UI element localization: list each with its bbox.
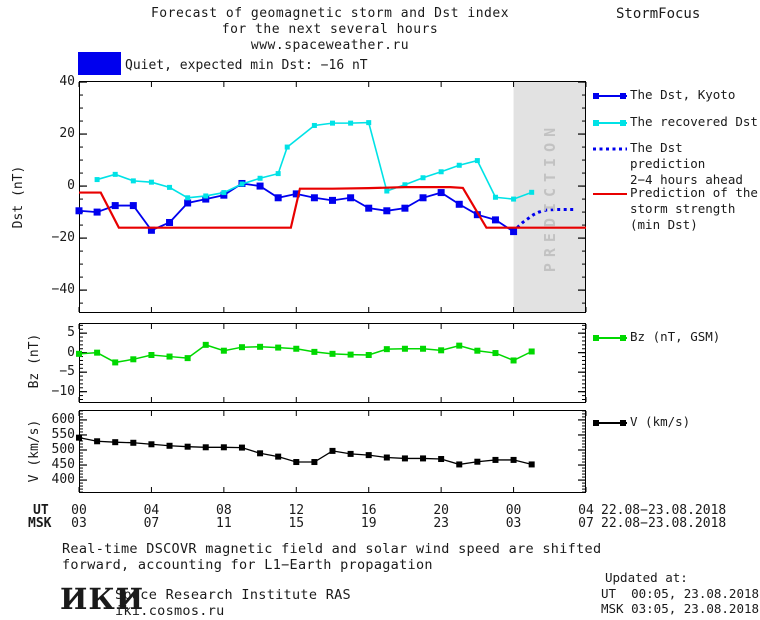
x-tick-label-ut: 00 (505, 503, 522, 518)
dst-prediction-dotted-icon (592, 143, 628, 159)
page-subtitle: for the next several hours (221, 22, 439, 37)
y-tick-label: 0 (67, 344, 75, 360)
legend-label-storm-3: (min Dst) (630, 217, 698, 232)
institute-name: Space Research Institute RAS (115, 587, 351, 603)
y-tick-label: 450 (51, 457, 75, 473)
recovered-dst-line-icon (592, 117, 628, 133)
v-line-icon (592, 417, 628, 433)
site-url: www.spaceweather.ru (250, 38, 410, 53)
y-tick-label: 600 (51, 411, 75, 427)
y-tick-label: 550 (51, 426, 75, 442)
x-tick-label-ut: 04 (578, 503, 594, 518)
y-tick-label: 5 (67, 325, 75, 341)
legend-label-prediction-1: The Dst prediction (630, 140, 706, 171)
updated-label: Updated at: (605, 570, 688, 585)
legend-item-recovered: The recovered Dst (592, 114, 758, 133)
legend-label-bz: Bz (nT, GSM) (630, 329, 721, 344)
x-tick-label-ut: 08 (216, 503, 232, 518)
legend-item-bz: Bz (nT, GSM) (592, 329, 720, 348)
legend-item-v: V (km/s) (592, 414, 690, 433)
ut-date-range: 22.08−23.08.2018 (601, 503, 727, 518)
x-tick-label-msk: 07 (578, 516, 594, 531)
legend-label-v: V (km/s) (630, 414, 691, 429)
y-tick-label: 400 (51, 472, 75, 488)
institute-site: iki.cosmos.ru (115, 603, 225, 619)
x-tick-label-msk: 15 (288, 516, 305, 531)
ut-row-label: UT (33, 503, 49, 518)
updated-ut: UT 00:05, 23.08.2018 (601, 586, 760, 601)
page-title: Forecast of geomagnetic storm and Dst in… (150, 6, 510, 21)
x-tick-label-msk: 19 (360, 516, 377, 531)
x-tick-label-msk: 23 (433, 516, 449, 531)
msk-date-range: 22.08−23.08.2018 (601, 516, 727, 531)
x-tick-label-ut: 04 (143, 503, 160, 518)
x-tick-label-ut: 12 (288, 503, 305, 518)
dst-axis-title: Dst (nT) (11, 165, 26, 229)
legend-item-dst-kyoto: The Dst, Kyoto (592, 87, 735, 106)
msk-row-label: MSK (28, 516, 52, 531)
legend-label-storm-2: storm strength (630, 201, 736, 216)
x-tick-label-ut: 20 (433, 503, 449, 518)
y-tick-label: 40 (59, 74, 75, 90)
quiet-status-text: Quiet, expected min Dst: −16 nT (125, 58, 368, 73)
y-tick-label: −20 (51, 230, 75, 246)
legend-label-dst-kyoto: The Dst, Kyoto (630, 87, 736, 102)
y-tick-label: 500 (51, 441, 75, 457)
iki-logo: ИКИ (60, 582, 145, 616)
storm-strength-line-icon (592, 188, 628, 204)
legend-label-recovered: The recovered Dst (630, 114, 758, 129)
x-tick-label-msk: 03 (505, 516, 522, 531)
bz-line-icon (592, 332, 628, 348)
dst-kyoto-line-icon (592, 90, 628, 106)
y-tick-label: −40 (51, 282, 75, 298)
updated-msk: MSK 03:05, 23.08.2018 (601, 601, 760, 616)
prediction-watermark: PREDICTION (541, 121, 559, 273)
footnote-line2: forward, accounting for L1−Earth propaga… (62, 557, 433, 573)
x-tick-label-msk: 07 (143, 516, 160, 531)
y-tick-label: −5 (59, 364, 75, 380)
x-tick-label-msk: 03 (71, 516, 87, 531)
footnote-line1: Real-time DSCOVR magnetic field and sola… (62, 541, 602, 557)
legend-label-prediction-2: 2−4 hours ahead (630, 172, 743, 187)
brand-stormfocus: StormFocus (616, 6, 701, 22)
legend-item-storm: Prediction of the storm strength (min Ds… (592, 185, 758, 233)
y-tick-label: −10 (51, 383, 75, 399)
x-tick-label-ut: 16 (360, 503, 377, 518)
legend-label-storm-1: Prediction of the (630, 185, 758, 200)
x-tick-label-msk: 11 (216, 516, 232, 531)
legend-item-prediction: The Dst prediction 2−4 hours ahead (592, 140, 760, 188)
y-tick-label: 20 (59, 126, 75, 142)
y-tick-label: 0 (67, 178, 75, 194)
x-tick-label-ut: 00 (71, 503, 87, 518)
quiet-status-swatch (78, 52, 121, 75)
